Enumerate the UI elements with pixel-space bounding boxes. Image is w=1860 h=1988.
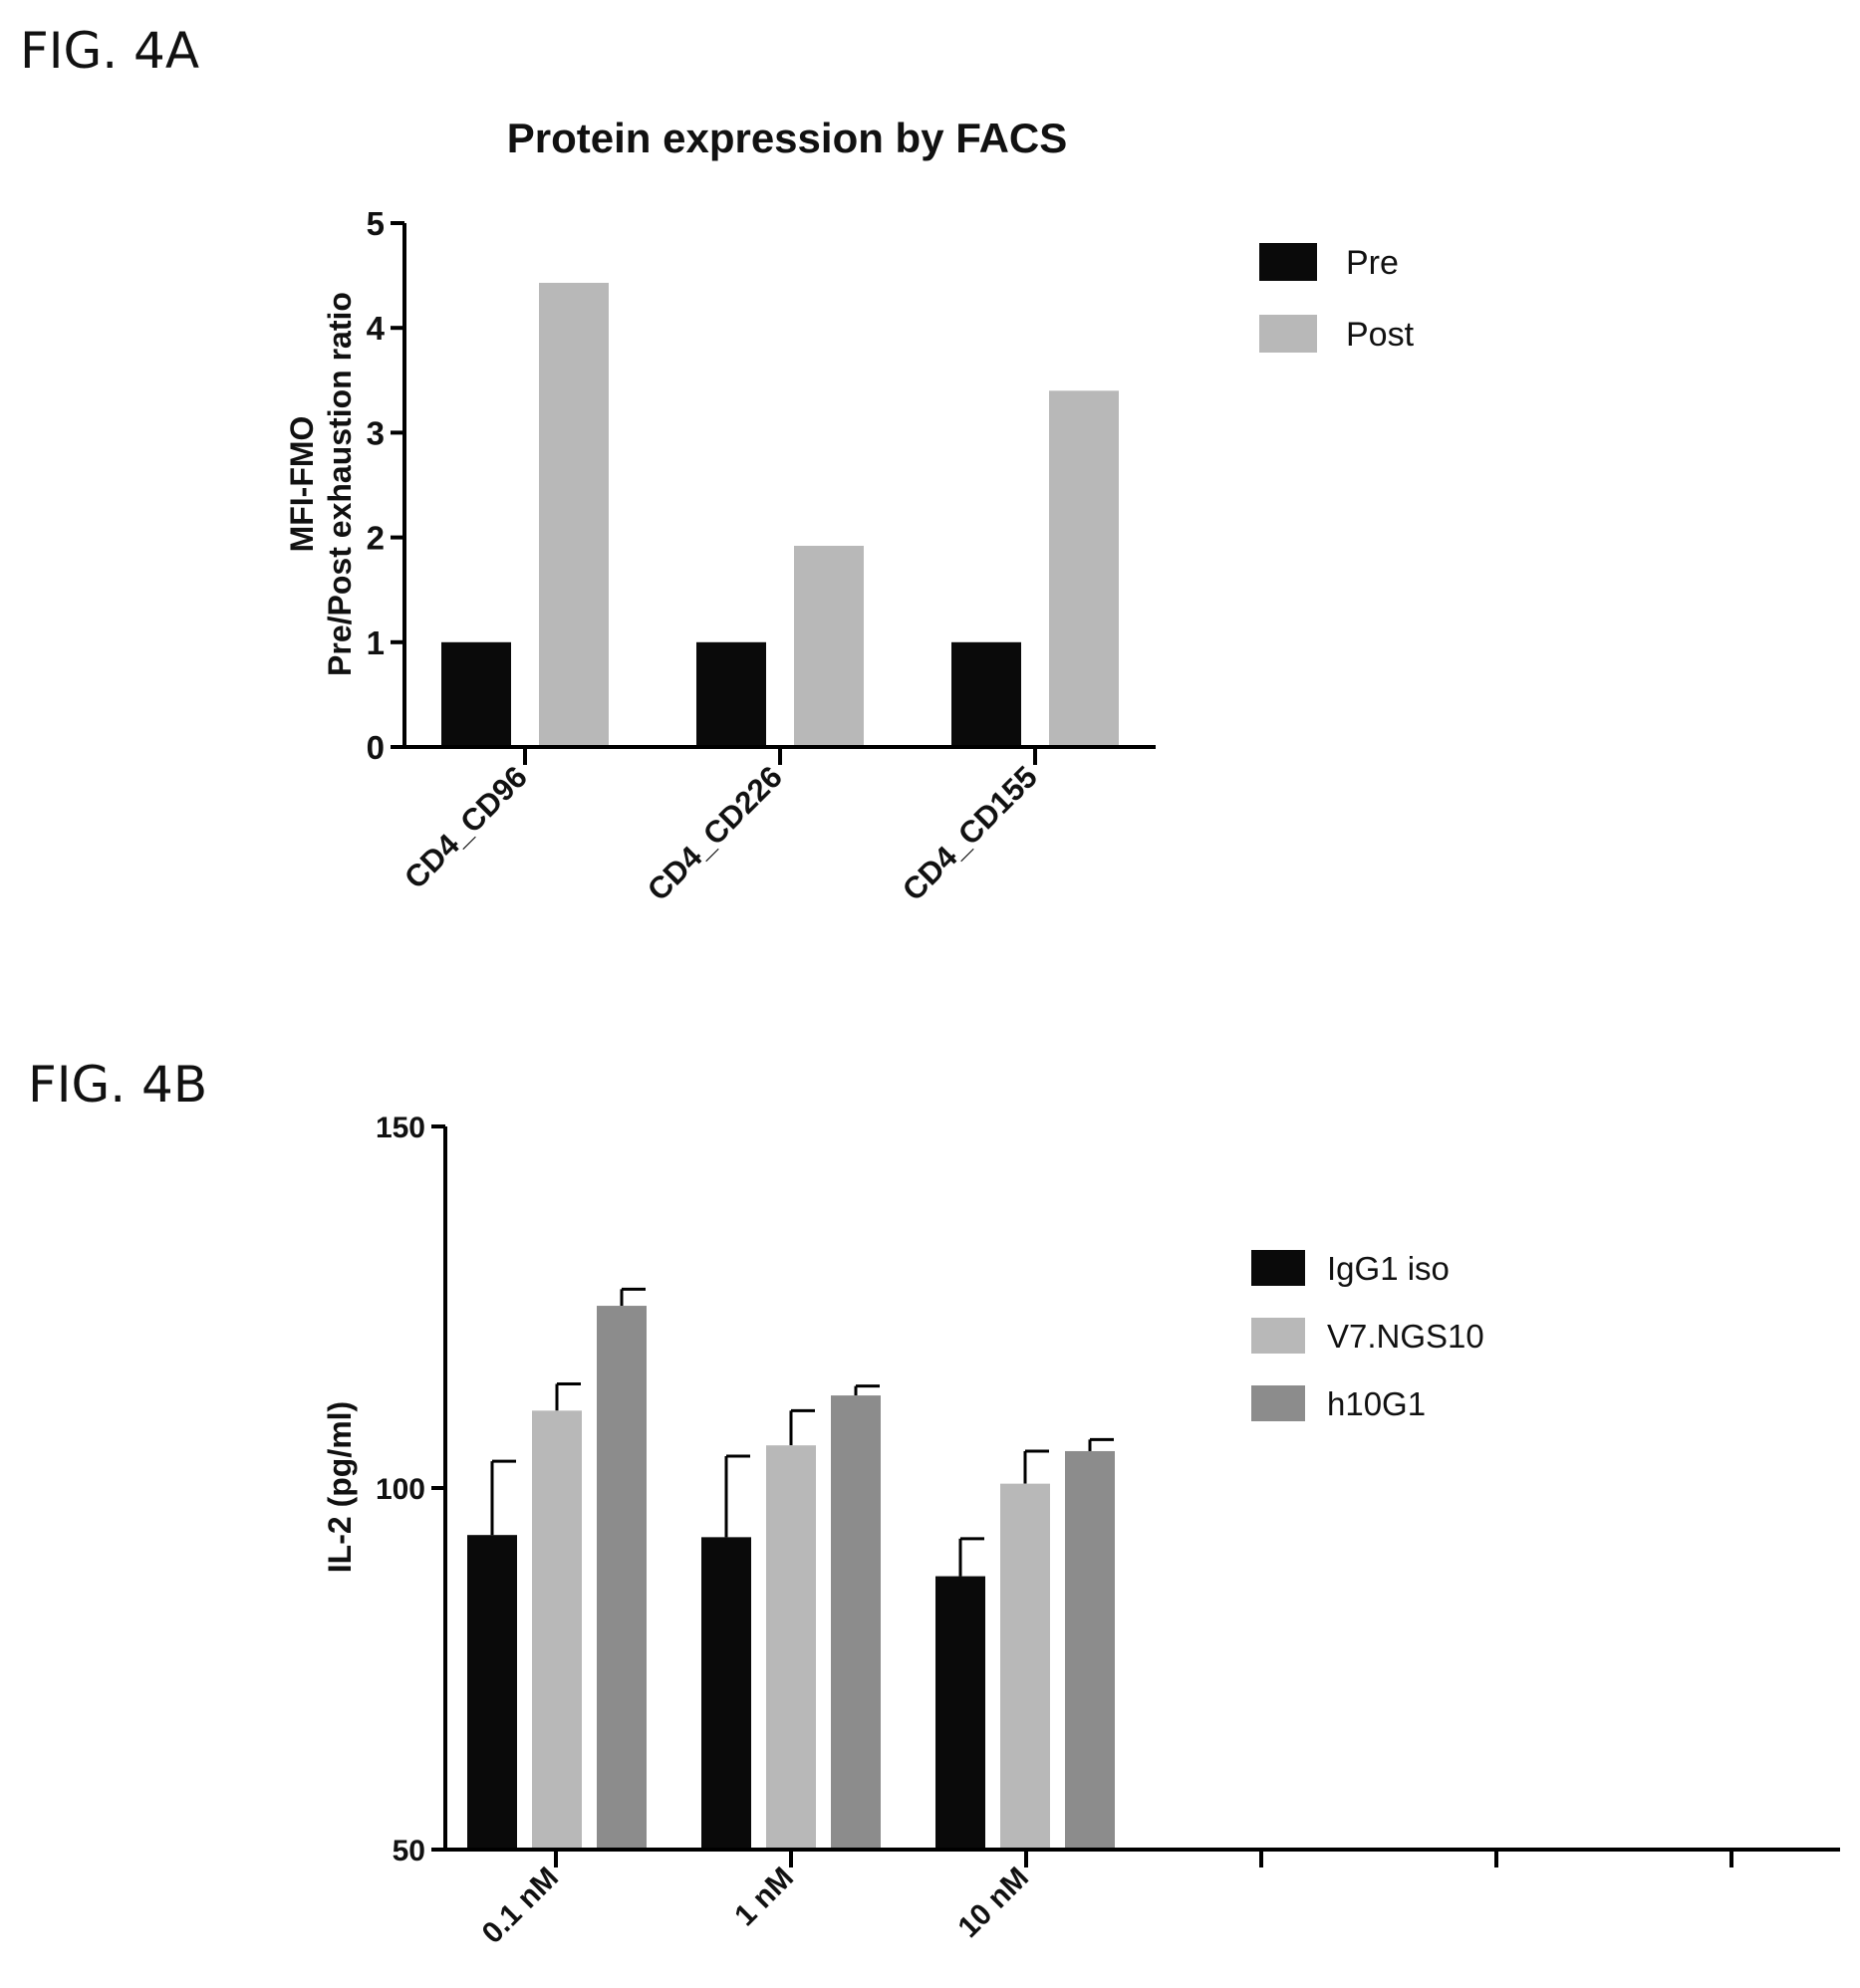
bar-v7-ngs10-10-nm	[1000, 1483, 1050, 1850]
y-tick-label: 0	[367, 729, 385, 766]
legend-label-pre: Pre	[1346, 244, 1399, 282]
y-axis-label: MFI-FMOPre/Post exhaustion ratio	[284, 292, 358, 676]
y-tick-label: 150	[376, 1112, 425, 1144]
bar-h10g1-0-1-nm	[597, 1306, 647, 1850]
legend-swatch-pre	[1259, 243, 1317, 281]
x-tick-label-1-nm: 1 nM	[728, 1862, 800, 1933]
y-tick-label: 100	[376, 1473, 425, 1506]
y-tick-label: 1	[367, 624, 385, 661]
bar-v7-ngs10-0-1-nm	[532, 1410, 582, 1850]
y-axis-label-line: MFI-FMO	[284, 416, 320, 553]
x-tick-label-10-nm: 10 nM	[951, 1862, 1034, 1944]
y-axis-label: IL-2 (pg/ml)	[322, 1401, 358, 1573]
bar-v7-ngs10-1-nm	[766, 1445, 816, 1850]
legend-swatch-post	[1259, 315, 1317, 353]
figure-4a-label: FIG. 4A	[20, 22, 200, 80]
bar-igg1-iso-1-nm	[701, 1537, 751, 1850]
bar-pre-cd4-cd226	[696, 641, 766, 747]
chart-4a: Protein expression by FACS MFI-FMOPre/Pos…	[284, 115, 1415, 907]
bar-post-cd4-cd96	[539, 282, 609, 747]
y-tick-label: 3	[367, 414, 385, 451]
y-tick-label: 4	[367, 310, 386, 347]
legend-swatch-igg1-iso	[1251, 1250, 1305, 1286]
bar-pre-cd4-cd155	[951, 641, 1021, 747]
figure-4b-label: FIG. 4B	[28, 1056, 208, 1114]
legend-swatch-h10g1	[1251, 1385, 1305, 1421]
bar-post-cd4-cd226	[794, 546, 864, 747]
legend-label-igg1-iso: IgG1 iso	[1327, 1250, 1450, 1287]
x-tick-label-0-1-nm: 0.1 nM	[476, 1862, 565, 1950]
bar-pre-cd4-cd96	[441, 641, 511, 747]
chart-title: Protein expression by FACS	[507, 115, 1068, 161]
y-tick-label: 5	[367, 205, 385, 242]
bar-igg1-iso-10-nm	[935, 1576, 985, 1850]
bar-h10g1-10-nm	[1065, 1450, 1115, 1850]
y-axis-label-line: Pre/Post exhaustion ratio	[322, 292, 358, 676]
legend-label-h10g1: h10G1	[1327, 1385, 1426, 1422]
legend-label-post: Post	[1346, 316, 1415, 354]
bar-h10g1-1-nm	[831, 1395, 881, 1850]
bar-post-cd4-cd155	[1049, 390, 1119, 747]
y-tick-label: 50	[393, 1835, 425, 1867]
y-tick-label: 2	[367, 520, 385, 557]
legend-label-v7-ngs10: V7.NGS10	[1327, 1318, 1484, 1355]
legend-swatch-v7-ngs10	[1251, 1318, 1305, 1354]
bar-igg1-iso-0-1-nm	[467, 1535, 517, 1850]
